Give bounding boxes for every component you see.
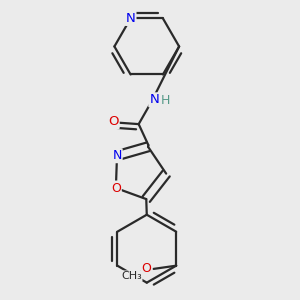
Text: N: N [126, 12, 136, 25]
Text: N: N [149, 93, 159, 106]
Text: O: O [108, 115, 119, 128]
Text: N: N [112, 149, 122, 162]
Text: O: O [142, 262, 152, 275]
Text: H: H [160, 94, 170, 107]
Text: O: O [111, 182, 121, 194]
Text: CH₃: CH₃ [121, 271, 142, 281]
